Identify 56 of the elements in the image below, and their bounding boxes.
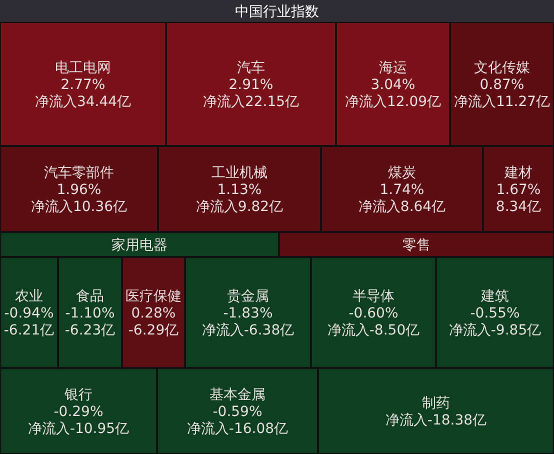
category-label: 汽车零部件 [44, 165, 114, 181]
data-label: 净流入22.15亿 [202, 94, 300, 110]
data-label: -0.29% [54, 404, 104, 420]
data-label: 1.13% [217, 182, 262, 198]
data-label: 0.28% [131, 306, 176, 322]
category-label: 零售 [402, 238, 430, 254]
data-label: 0.87% [480, 77, 524, 93]
data-label: 8.34亿 [496, 199, 542, 215]
data-label: -6.29亿 [128, 322, 179, 338]
data-label: -6.23亿 [64, 322, 116, 338]
cell: 家用电器 [0, 232, 279, 257]
category-label: 家用电器 [112, 238, 168, 254]
data-label: 2.91% [228, 77, 274, 93]
data-label: 3.04% [370, 77, 416, 93]
category-label: 半导体 [352, 288, 394, 304]
data-label: 净流入9.82亿 [196, 199, 284, 215]
data-label: -0.60% [348, 306, 398, 322]
category-label: 贵金属 [227, 288, 269, 304]
data-label: -0.55% [470, 306, 520, 322]
data-label: 净流入34.44亿 [34, 94, 132, 110]
cell: 制药 净流入-18.38亿 [318, 368, 554, 454]
category-label: 工业机械 [212, 165, 268, 181]
data-label: 2.77% [60, 77, 106, 93]
category-label: 农业 [15, 288, 43, 304]
category-label: 基本金属 [210, 387, 266, 403]
data-label: 净流入-8.50亿 [327, 322, 420, 338]
category-label: 文化传媒 [474, 60, 530, 76]
data-label: 净流入-6.38亿 [202, 322, 294, 338]
category-label: 汽车 [237, 60, 265, 76]
data-label: 净流入12.09亿 [344, 94, 442, 110]
data-label: -6.21亿 [4, 322, 54, 338]
category-label: 医疗保健 [126, 288, 182, 304]
data-label: 1.74% [380, 182, 424, 198]
data-label: 净流入8.64亿 [358, 199, 446, 215]
data-label: 净流入11.27亿 [454, 94, 550, 110]
category-label: 建材 [504, 165, 532, 181]
data-label: -0.94% [4, 306, 54, 322]
data-label: 1.96% [56, 182, 102, 198]
data-label: 净流入-10.95亿 [28, 421, 130, 437]
data-label: 净流入10.36亿 [30, 199, 128, 215]
data-label: 净流入-9.85亿 [448, 322, 542, 338]
cell: 零售 [279, 232, 554, 257]
category-label: 建筑 [480, 288, 509, 304]
data-label: -1.10% [65, 306, 115, 322]
category-label: 电工电网 [55, 60, 111, 76]
category-label: 制药 [422, 396, 450, 412]
category-label: 海运 [379, 60, 407, 76]
title: 中国行业指数 [235, 4, 319, 20]
data-label: -0.59% [212, 404, 262, 420]
data-label: 1.67% [496, 182, 541, 198]
category-label: 食品 [76, 288, 104, 304]
data-label: 净流入-16.08亿 [186, 421, 288, 437]
category-label: 银行 [64, 387, 92, 403]
data-label: 净流入-18.38亿 [385, 412, 487, 428]
data-label: -1.83% [223, 306, 273, 322]
category-label: 煤炭 [388, 165, 416, 181]
